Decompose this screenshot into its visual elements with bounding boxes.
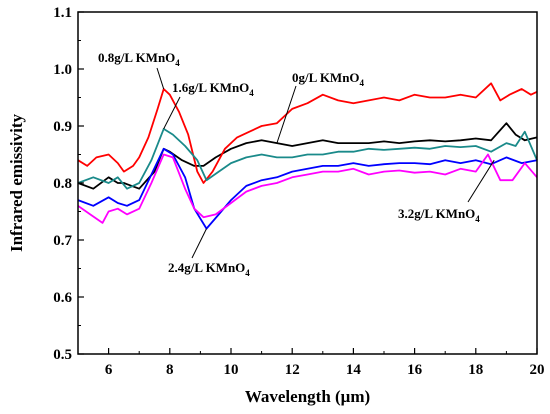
y-tick-label: 1.1 bbox=[53, 5, 72, 21]
y-tick-label: 0.7 bbox=[53, 233, 72, 249]
axes-layer: 6 8 10 12 14 16 18 20 0.5 0.6 0.7 0.8 0.9 1.0 1.1 bbox=[53, 5, 544, 378]
y-tick-label: 0.5 bbox=[53, 347, 72, 363]
y-axis-title: Infrared emissivity bbox=[7, 113, 26, 252]
series-line-2 bbox=[77, 127, 538, 190]
annotation-label: 2.4g/L KMnO4 bbox=[168, 260, 250, 278]
annotation-layer: 0.8g/L KMnO4 1.6g/L KMnO4 0g/L KMnO4 2.4g/L… bbox=[98, 50, 495, 278]
annotation-label: 1.6g/L KMnO4 bbox=[172, 80, 254, 98]
y-tick-label: 0.6 bbox=[53, 290, 72, 306]
x-tick-label: 14 bbox=[346, 362, 362, 378]
x-axis-title: Wavelength (μm) bbox=[245, 387, 370, 406]
x-tick-label: 16 bbox=[407, 362, 423, 378]
x-tick-label: 18 bbox=[468, 362, 483, 378]
annotation-label: 0.8g/L KMnO4 bbox=[98, 50, 180, 68]
y-tick-label: 1.0 bbox=[53, 62, 72, 78]
series-line-4 bbox=[77, 153, 538, 224]
x-tick-label: 8 bbox=[166, 362, 174, 378]
annotation-label: 3.2g/L KMnO4 bbox=[398, 206, 480, 224]
y-tick-label: 0.9 bbox=[53, 119, 72, 135]
annotation-label: 0g/L KMnO4 bbox=[292, 70, 365, 88]
x-tick-label: 10 bbox=[224, 362, 239, 378]
x-tick-label: 6 bbox=[105, 362, 113, 378]
annotation-pointer bbox=[156, 67, 165, 90]
series-line-3 bbox=[77, 147, 538, 230]
annotation-pointer bbox=[191, 228, 207, 259]
annotation-pointer bbox=[163, 96, 181, 130]
y-tick-label: 0.8 bbox=[53, 176, 72, 192]
x-tick-label: 12 bbox=[285, 362, 300, 378]
annotation-pointer bbox=[467, 159, 495, 203]
x-tick-label: 20 bbox=[530, 362, 545, 378]
annotation-pointer bbox=[276, 85, 297, 144]
series-layer bbox=[77, 82, 538, 230]
series-line-1 bbox=[77, 82, 538, 184]
